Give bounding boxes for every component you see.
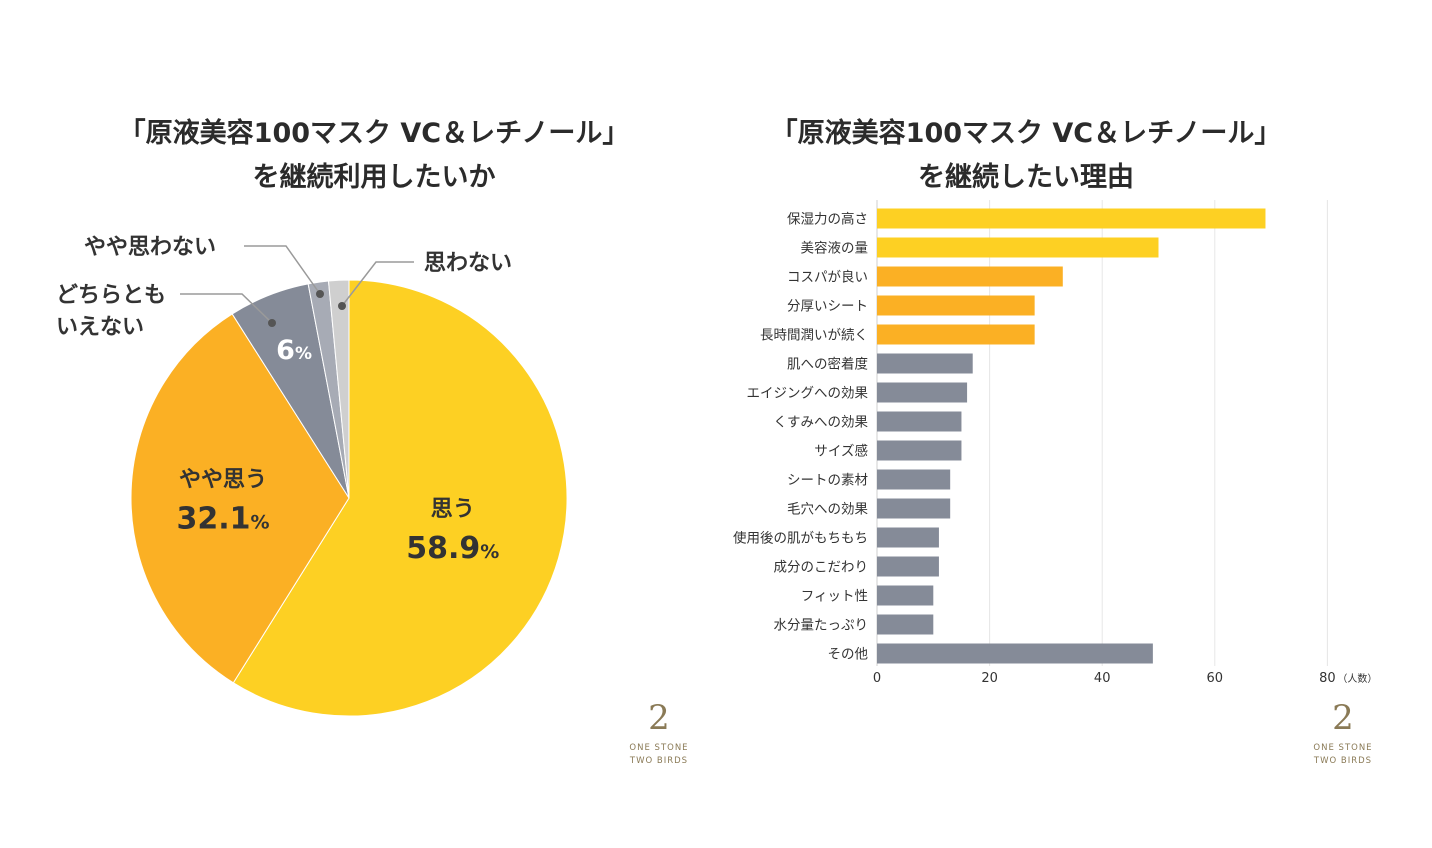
brand-logo-left: 2 ONE STONE TWO BIRDS bbox=[614, 700, 704, 768]
bar bbox=[877, 324, 1035, 345]
category-label: 成分のこだわり bbox=[774, 560, 869, 576]
callout-line bbox=[341, 261, 414, 307]
pie-title-line1: 「原液美容100マスク VC＆レチノール」 bbox=[118, 118, 630, 149]
slice-label: やや思う bbox=[179, 467, 267, 492]
bar bbox=[877, 237, 1159, 258]
callout-line bbox=[180, 293, 273, 324]
tick-label: 20 bbox=[981, 671, 998, 686]
bar bbox=[877, 411, 962, 432]
logo-mark: 2 bbox=[648, 698, 670, 738]
bar bbox=[877, 556, 939, 577]
category-label: 肌への密着度 bbox=[787, 356, 868, 373]
category-label: シートの素材 bbox=[787, 473, 868, 489]
bar bbox=[877, 266, 1063, 287]
bar-title-line1: 「原液美容100マスク VC＆レチノール」 bbox=[770, 118, 1282, 149]
logo-line1: ONE STONE bbox=[629, 743, 689, 753]
slice-value: 6% bbox=[276, 335, 312, 366]
callout-line bbox=[244, 245, 321, 295]
callout-dot bbox=[268, 319, 276, 327]
brand-logo-right: 2 ONE STONE TWO BIRDS bbox=[1298, 700, 1388, 768]
logo-line2: TWO BIRDS bbox=[629, 756, 689, 766]
bar bbox=[877, 353, 973, 374]
bar bbox=[877, 585, 934, 606]
callout-label: いえない bbox=[56, 315, 144, 340]
bar-chart: 保湿力の高さ美容液の量コスパが良い分厚いシート長時間潤いが続く肌への密着度エイジ… bbox=[733, 200, 1377, 686]
category-label: 保湿力の高さ bbox=[787, 211, 868, 228]
logo-mark: 2 bbox=[1332, 698, 1354, 738]
pie-chart-title: 「原液美容100マスク VC＆レチノール」 を継続利用したいか bbox=[118, 112, 630, 200]
bar bbox=[877, 295, 1035, 316]
category-label: その他 bbox=[828, 647, 869, 663]
category-label: 使用後の肌がもちもち bbox=[733, 530, 868, 547]
tick-label: 0 bbox=[873, 671, 881, 686]
logo-line2: TWO BIRDS bbox=[1313, 756, 1373, 766]
bar bbox=[877, 614, 934, 635]
category-label: 美容液の量 bbox=[801, 240, 869, 257]
bar bbox=[877, 382, 968, 403]
callout-label: やや思わない bbox=[84, 235, 216, 260]
category-label: 長時間潤いが続く bbox=[760, 328, 868, 344]
axis-unit: （人数） bbox=[1337, 672, 1377, 685]
bar bbox=[877, 643, 1153, 664]
bar-title-line2: を継続したい理由 bbox=[918, 162, 1134, 193]
bar bbox=[877, 208, 1266, 229]
category-label: コスパが良い bbox=[787, 270, 868, 286]
category-label: 水分量たっぷり bbox=[774, 618, 869, 634]
tick-label: 80 bbox=[1319, 671, 1336, 686]
category-label: サイズ感 bbox=[814, 443, 868, 460]
bar bbox=[877, 498, 951, 519]
tick-label: 60 bbox=[1207, 671, 1224, 686]
pie-title-line2: を継続利用したいか bbox=[252, 162, 496, 193]
category-label: エイジングへの効果 bbox=[747, 386, 869, 402]
bar bbox=[877, 440, 962, 461]
callout-label: どちらとも bbox=[56, 283, 166, 308]
category-label: フィット性 bbox=[801, 589, 868, 605]
slice-label: 思う bbox=[431, 497, 475, 522]
pie-slice bbox=[232, 279, 568, 717]
category-label: 分厚いシート bbox=[787, 299, 868, 315]
callout-label: 思わない bbox=[424, 251, 512, 276]
pie-slice bbox=[130, 313, 350, 684]
category-label: 毛穴への効果 bbox=[787, 502, 868, 518]
callout-dot bbox=[316, 290, 324, 298]
logo-line1: ONE STONE bbox=[1313, 743, 1373, 753]
callout-dot bbox=[338, 302, 346, 310]
bar-chart-title: 「原液美容100マスク VC＆レチノール」 を継続したい理由 bbox=[770, 112, 1282, 200]
pie-slice bbox=[327, 279, 350, 499]
bar bbox=[877, 469, 951, 490]
category-label: くすみへの効果 bbox=[774, 415, 869, 431]
bar bbox=[877, 527, 939, 548]
tick-label: 40 bbox=[1094, 671, 1111, 686]
